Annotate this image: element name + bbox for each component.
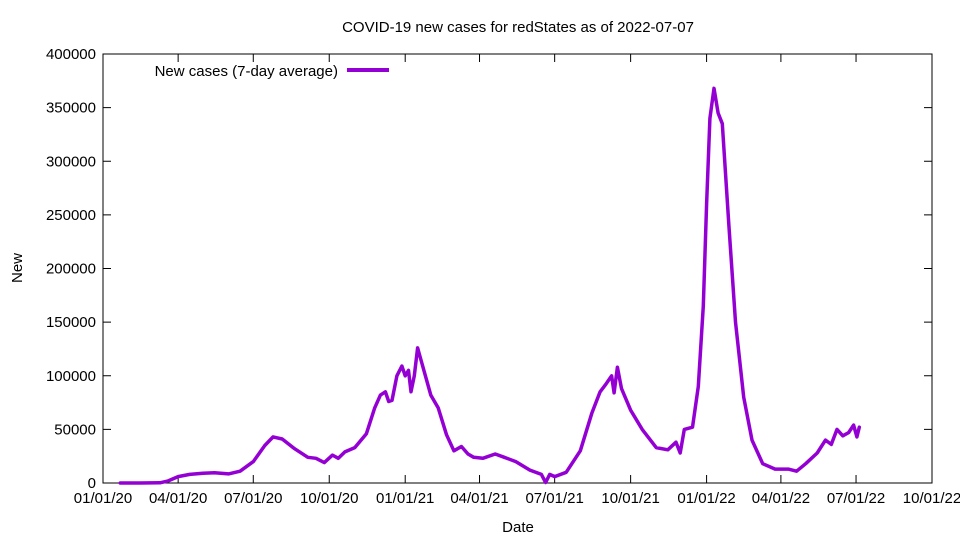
plot-area-border xyxy=(102,53,933,484)
x-tick-label: 01/01/22 xyxy=(677,490,735,507)
x-tick-label: 10/01/21 xyxy=(601,490,659,507)
x-tick-label: 01/01/21 xyxy=(376,490,434,507)
y-tick-label: 350000 xyxy=(46,100,96,117)
legend: New cases (7-day average) xyxy=(155,63,389,80)
x-tick-label: 04/01/20 xyxy=(149,490,207,507)
x-tick-label: 04/01/22 xyxy=(752,490,810,507)
x-tick-label: 10/01/20 xyxy=(300,490,358,507)
x-tick-label: 07/01/20 xyxy=(224,490,282,507)
x-tick-label: 01/01/20 xyxy=(74,490,132,507)
y-tick-label: 300000 xyxy=(46,153,96,170)
legend-label: New cases (7-day average) xyxy=(155,63,338,80)
y-tick-label: 0 xyxy=(88,475,96,492)
y-axis: 0 50000 100000 150000 200000 250000 300000 3500… xyxy=(46,46,932,492)
y-tick-label: 50000 xyxy=(54,421,96,438)
series-line xyxy=(118,86,862,485)
x-axis-label: Date xyxy=(502,519,534,536)
x-axis: 01/01/20 04/01/20 07/01/20 10/01/20 01/01/21… xyxy=(74,54,960,507)
x-tick-label: 07/01/21 xyxy=(525,490,583,507)
y-axis-label: New xyxy=(9,253,26,283)
y-tick-label: 100000 xyxy=(46,368,96,385)
x-tick-label: 10/01/22 xyxy=(903,490,960,507)
x-tick-label: 04/01/21 xyxy=(450,490,508,507)
y-tick-label: 250000 xyxy=(46,207,96,224)
y-tick-label: 200000 xyxy=(46,261,96,278)
y-tick-label: 150000 xyxy=(46,314,96,331)
chart-title: COVID-19 new cases for redStates as of 2… xyxy=(342,19,694,36)
x-tick-label: 07/01/22 xyxy=(827,490,885,507)
series-layer xyxy=(118,86,862,485)
y-tick-label: 400000 xyxy=(46,46,96,63)
